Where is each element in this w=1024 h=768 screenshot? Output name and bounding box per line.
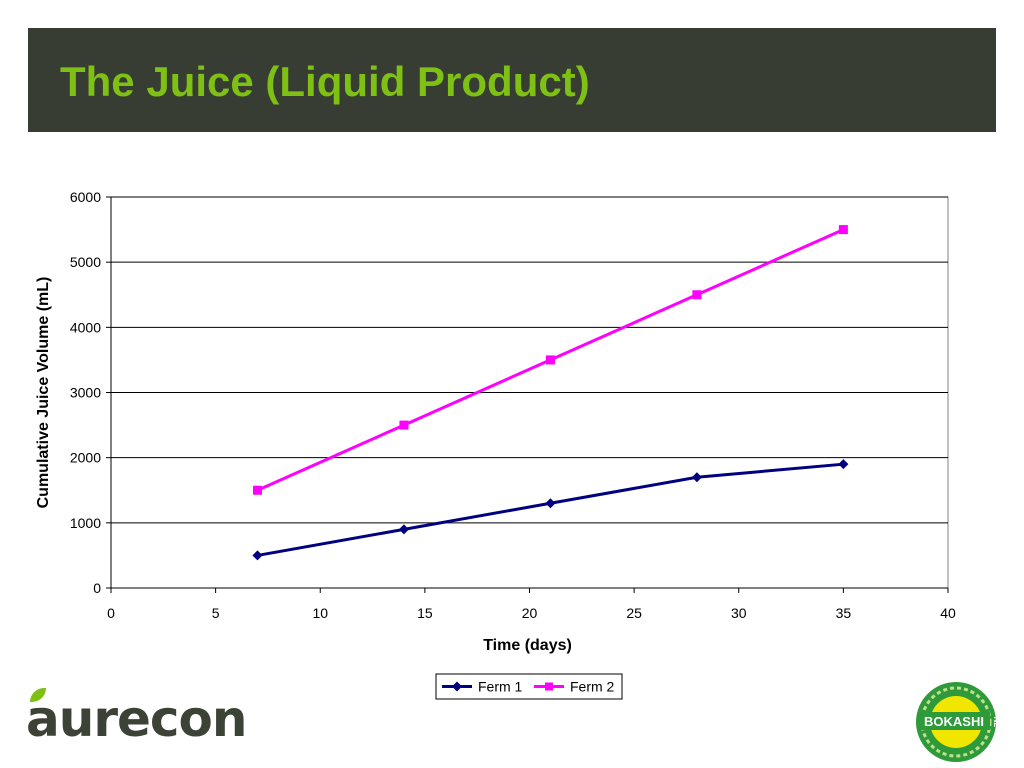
x-tick-label: 5: [212, 605, 220, 621]
y-axis-title: Cumulative Juice Volume (mL): [35, 277, 52, 509]
legend-label-ferm-2: Ferm 2: [570, 679, 615, 695]
x-tick-label: 10: [312, 605, 328, 621]
data-point-ferm-2: [838, 225, 848, 235]
data-point-ferm-2: [252, 485, 262, 495]
title-bar: The Juice (Liquid Product): [28, 28, 996, 132]
legend-marker-ferm-2: [545, 682, 553, 691]
legend-label-ferm-1: Ferm 1: [478, 679, 523, 695]
bokashi-logo: BOKASHI NZ: [916, 682, 1001, 762]
legend-marker-ferm-1: [452, 681, 462, 692]
data-point-ferm-1: [398, 524, 409, 535]
x-tick-label: 15: [417, 605, 433, 621]
x-tick-label: 30: [731, 605, 747, 621]
x-axis-title: Time (days): [483, 637, 572, 654]
y-tick-label: 0: [93, 580, 101, 596]
data-point-ferm-2: [399, 420, 409, 430]
y-tick-label: 5000: [70, 254, 101, 270]
data-point-ferm-1: [691, 472, 702, 483]
bokashi-text: BOKASHI: [924, 714, 984, 729]
data-point-ferm-1: [838, 459, 849, 470]
y-tick-label: 4000: [70, 319, 101, 335]
y-tick-label: 1000: [70, 515, 101, 531]
y-tick-label: 2000: [70, 450, 101, 466]
aurecon-logo: aurecon: [26, 690, 247, 748]
slide-title: The Juice (Liquid Product): [60, 58, 590, 105]
data-point-ferm-1: [252, 550, 263, 561]
data-point-ferm-1: [545, 498, 556, 509]
x-tick-label: 20: [522, 605, 538, 621]
data-point-ferm-2: [545, 355, 555, 365]
y-tick-label: 3000: [70, 385, 101, 401]
x-tick-label: 0: [107, 605, 115, 621]
y-tick-label: 6000: [70, 189, 101, 205]
x-tick-label: 25: [626, 605, 642, 621]
bokashi-nz-text: NZ: [992, 717, 1001, 728]
data-point-ferm-2: [692, 290, 702, 300]
x-tick-label: 40: [940, 605, 956, 621]
x-tick-label: 35: [836, 605, 852, 621]
bokashi-banner: [918, 712, 990, 730]
